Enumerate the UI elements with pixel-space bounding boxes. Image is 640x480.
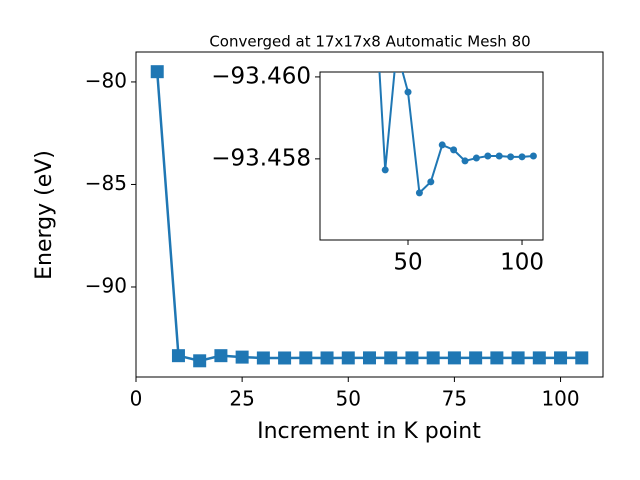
data-point (278, 351, 292, 365)
data-point (507, 153, 515, 161)
data-point (214, 349, 228, 363)
data-point (532, 351, 546, 365)
plot-layer (150, 65, 589, 368)
data-point (450, 146, 458, 154)
x-tick-label: 75 (442, 387, 467, 411)
data-point (320, 351, 334, 365)
data-point (461, 157, 469, 165)
data-point (529, 152, 537, 160)
data-point (415, 189, 423, 197)
data-point (381, 166, 389, 174)
x-tick-label: 50 (336, 387, 361, 411)
chart-title: Converged at 17x17x8 Automatic Mesh 80 (209, 33, 530, 51)
data-point (484, 152, 492, 160)
x-tick-label: 25 (229, 387, 254, 411)
y-tick-label: −80 (85, 68, 127, 92)
data-point (404, 88, 412, 96)
y-tick-label: −85 (85, 171, 127, 195)
x-tick-label: 100 (500, 250, 544, 276)
data-point (554, 351, 568, 365)
data-point (426, 351, 440, 365)
data-point (495, 152, 503, 160)
x-tick-label: 0 (130, 387, 143, 411)
data-point (469, 351, 483, 365)
data-point (299, 351, 313, 365)
data-point (438, 141, 446, 149)
data-point (384, 351, 398, 365)
data-point (341, 351, 355, 365)
data-point (193, 354, 207, 368)
data-point (575, 351, 589, 365)
data-point (150, 65, 164, 79)
y-tick-label: −90 (85, 273, 127, 297)
data-point (256, 351, 270, 365)
data-point (447, 351, 461, 365)
y-tick-label: −93.460 (211, 63, 311, 89)
x-tick-label: 100 (541, 387, 579, 411)
data-point (490, 351, 504, 365)
data-point (518, 153, 526, 161)
x-tick-label: 50 (393, 250, 422, 276)
data-point (427, 178, 435, 186)
data-point (405, 351, 419, 365)
plot-layer (378, 72, 537, 197)
y-tick-label: −93.458 (211, 145, 311, 171)
data-point (363, 351, 376, 365)
data-point (472, 154, 480, 162)
data-point (235, 350, 249, 364)
data-point (511, 351, 525, 365)
y-axis-label: Energy (eV) (32, 150, 57, 280)
data-point (171, 349, 185, 363)
x-axis-label: Increment in K point (257, 419, 481, 444)
